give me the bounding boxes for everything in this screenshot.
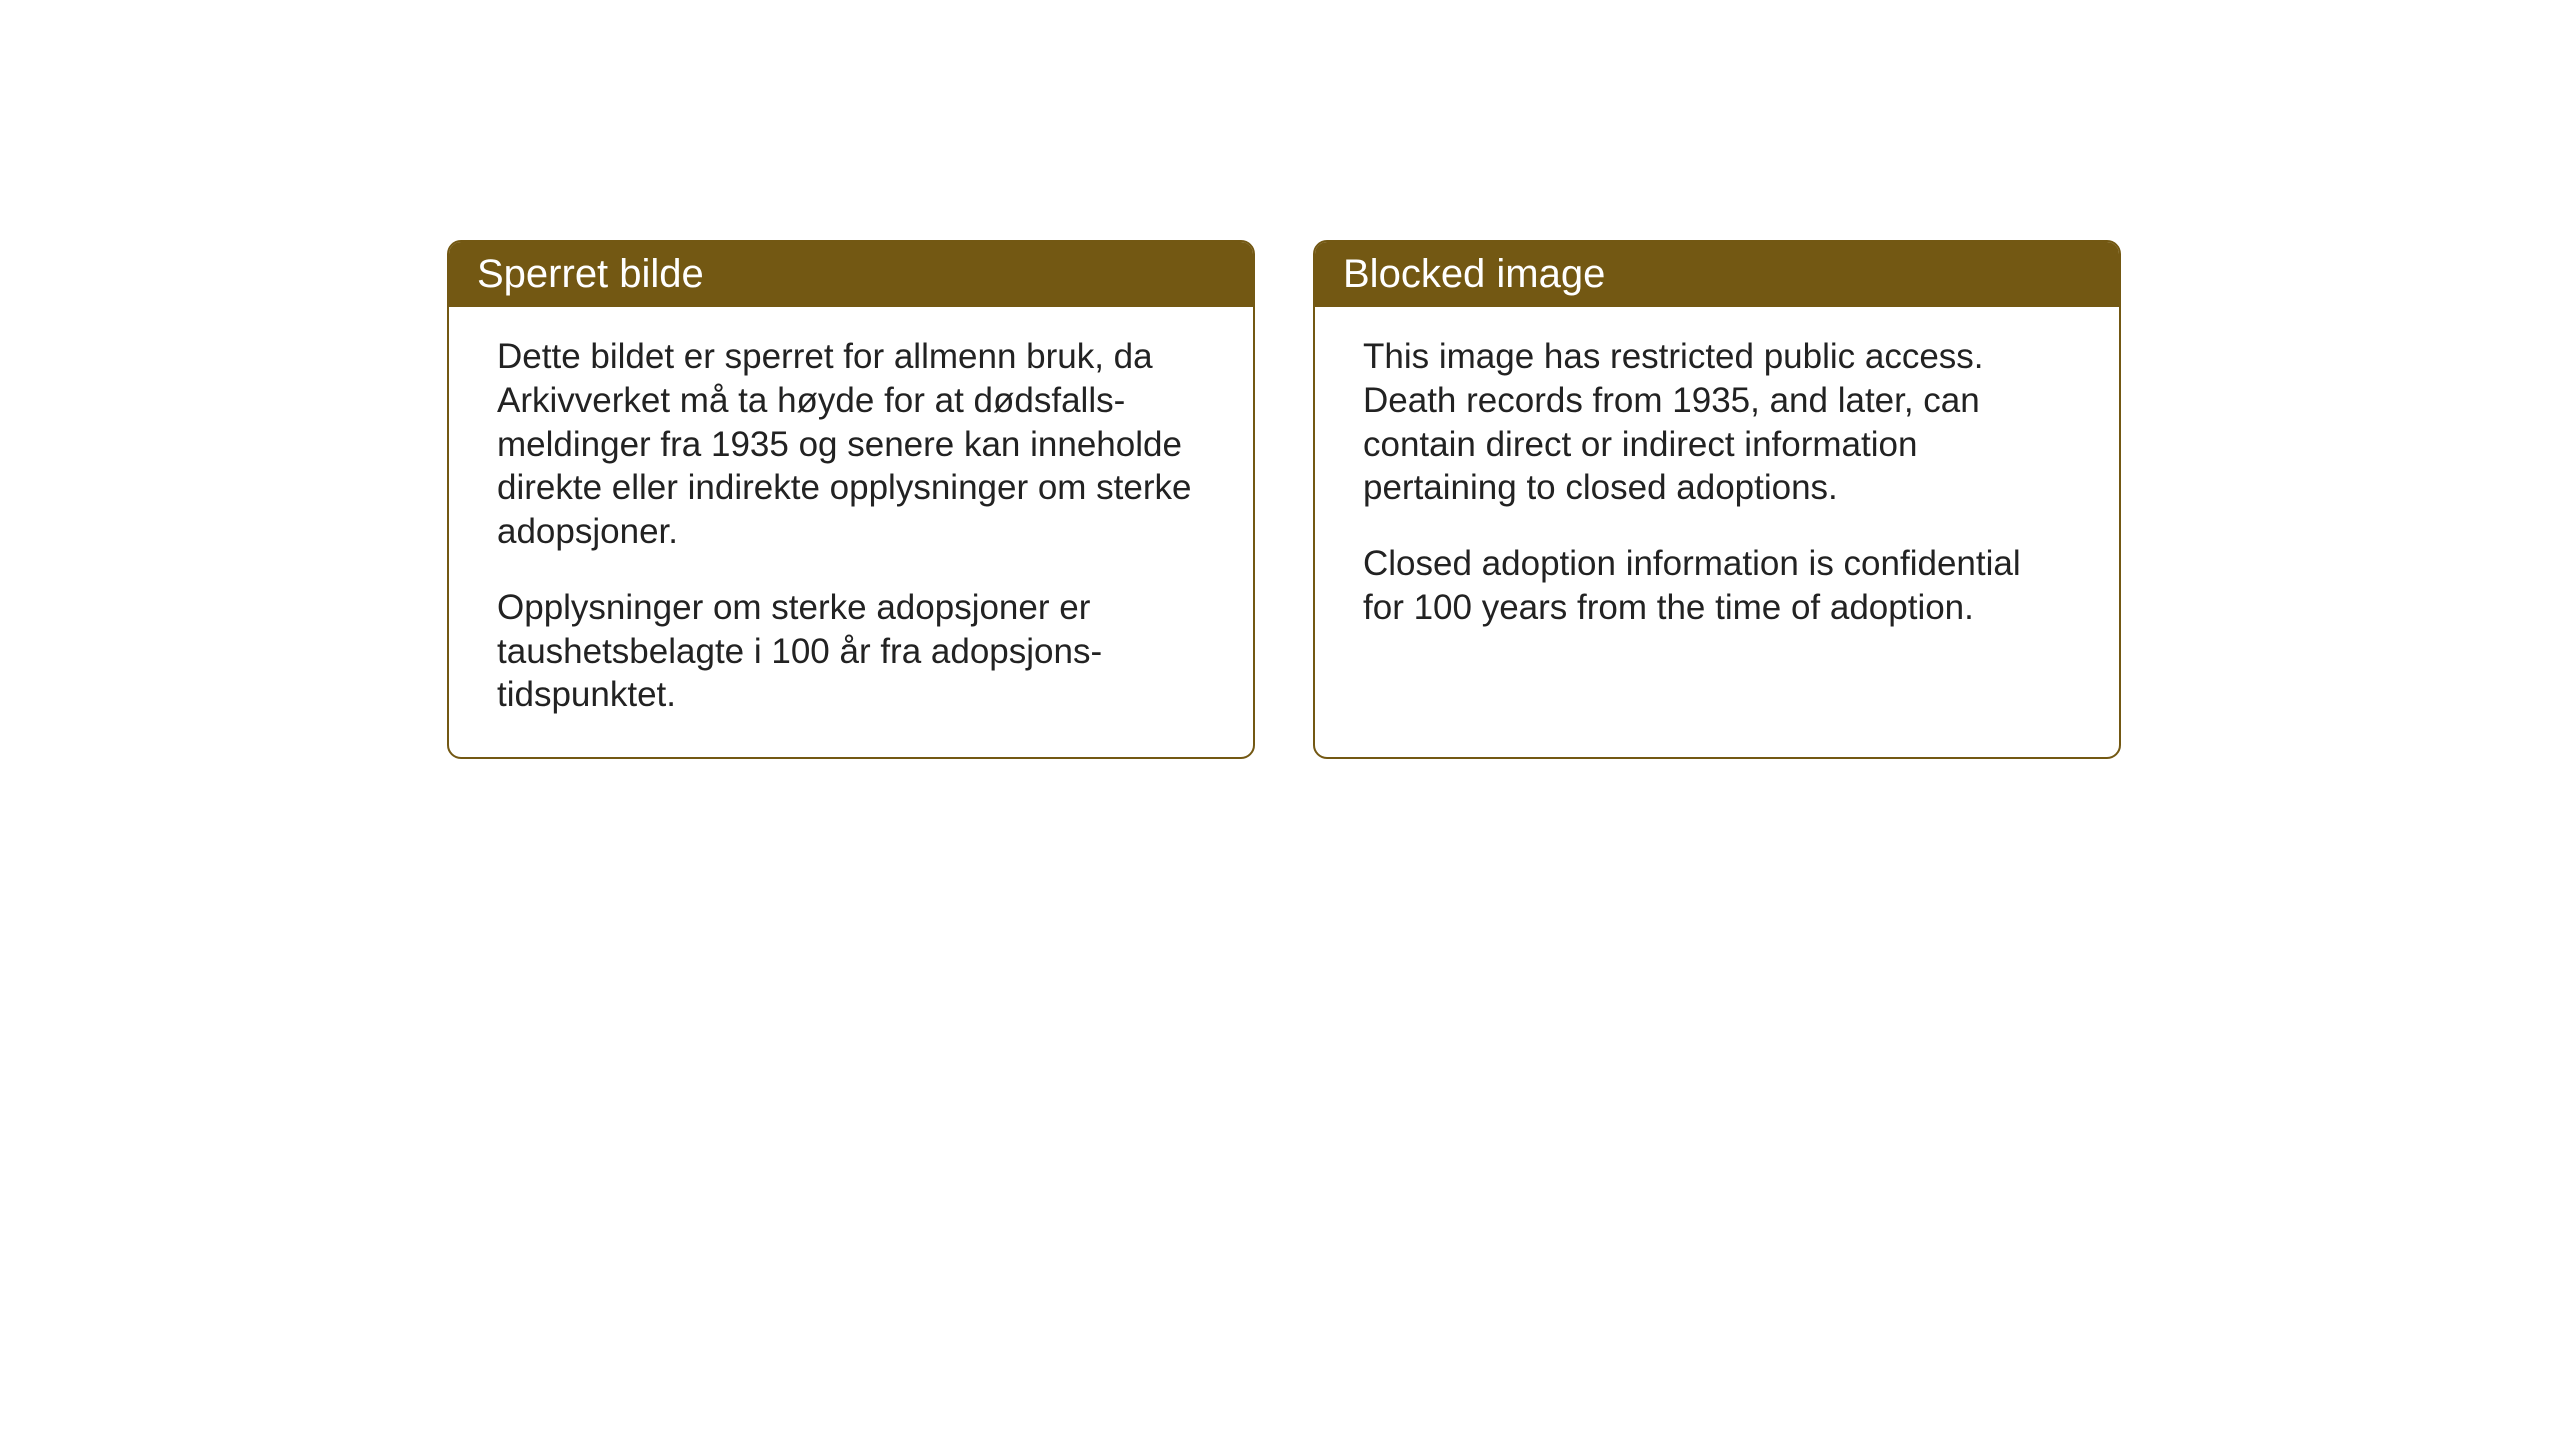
norwegian-card-title: Sperret bilde (449, 242, 1253, 307)
english-card-body: This image has restricted public access.… (1315, 307, 2119, 670)
english-paragraph-1: This image has restricted public access.… (1363, 335, 2071, 510)
english-paragraph-2: Closed adoption information is confident… (1363, 542, 2071, 630)
notice-cards-container: Sperret bilde Dette bildet er sperret fo… (447, 240, 2121, 759)
norwegian-notice-card: Sperret bilde Dette bildet er sperret fo… (447, 240, 1255, 759)
english-notice-card: Blocked image This image has restricted … (1313, 240, 2121, 759)
english-card-title: Blocked image (1315, 242, 2119, 307)
norwegian-paragraph-2: Opplysninger om sterke adopsjoner er tau… (497, 586, 1205, 717)
norwegian-paragraph-1: Dette bildet er sperret for allmenn bruk… (497, 335, 1205, 554)
norwegian-card-body: Dette bildet er sperret for allmenn bruk… (449, 307, 1253, 757)
